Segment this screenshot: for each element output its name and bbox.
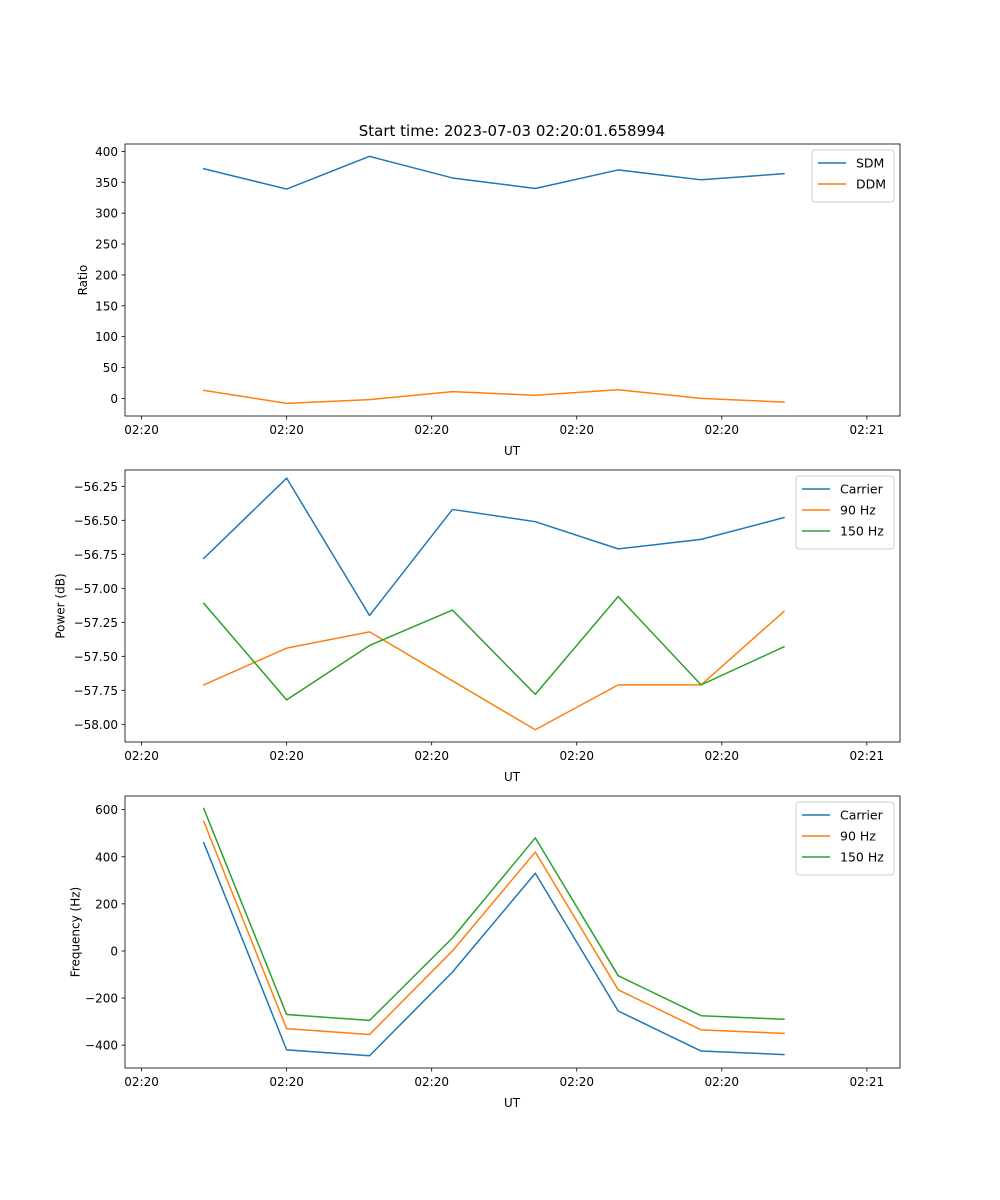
frequency-series-150-hz bbox=[202, 807, 785, 1022]
power-y-tick-label: −57.75 bbox=[74, 684, 118, 698]
ratio-x-tick-label: 02:21 bbox=[850, 423, 885, 437]
frequency-axes-frame bbox=[124, 795, 901, 1069]
power-series-150-hz bbox=[202, 595, 785, 701]
ratio-y-tick-label: 300 bbox=[95, 207, 118, 221]
power-y-tick-label: −56.50 bbox=[74, 514, 118, 528]
ratio-x-tick-label: 02:20 bbox=[414, 423, 449, 437]
power-y-tick-label: −57.00 bbox=[74, 582, 118, 596]
frequency-y-tick-label: −200 bbox=[85, 992, 118, 1006]
frequency-y-tick-label: 400 bbox=[95, 850, 118, 864]
power-legend-label-150-hz: 150 Hz bbox=[840, 524, 884, 539]
power-x-axis-label: UT bbox=[504, 770, 521, 784]
ratio-y-tick-label: 100 bbox=[95, 330, 118, 344]
ratio-panel: 02:20 02:20 02:20 02:20 02:20 02:21 0 50 100 150 2… bbox=[76, 143, 901, 458]
power-y-tick-label: −57.50 bbox=[74, 650, 118, 664]
frequency-legend-label-90-hz: 90 Hz bbox=[840, 829, 876, 844]
frequency-x-tick-label: 02:20 bbox=[559, 1075, 594, 1089]
ratio-series-ddm bbox=[202, 389, 785, 405]
frequency-panel: 02:20 02:20 02:20 02:20 02:20 02:21 −400 −200 0 2… bbox=[69, 795, 901, 1110]
frequency-x-axis-label: UT bbox=[504, 1096, 521, 1110]
ratio-x-tick-label: 02:20 bbox=[559, 423, 594, 437]
power-x-tick-label: 02:20 bbox=[559, 749, 594, 763]
ratio-y-tick-label: 0 bbox=[110, 392, 118, 406]
power-y-axis-label: Power (dB) bbox=[53, 573, 67, 638]
figure-title: Start time: 2023-07-03 02:20:01.658994 bbox=[359, 122, 665, 140]
power-panel: 02:20 02:20 02:20 02:20 02:20 02:21 −58.00 −57.… bbox=[53, 469, 901, 784]
frequency-y-axis-label: Frequency (Hz) bbox=[69, 887, 83, 978]
frequency-x-tick-label: 02:20 bbox=[269, 1075, 304, 1089]
power-y-tick-label: −56.75 bbox=[74, 548, 118, 562]
frequency-legend-label-150-hz: 150 Hz bbox=[840, 850, 884, 865]
power-y-tick-label: −56.25 bbox=[74, 480, 118, 494]
frequency-x-tick-label: 02:20 bbox=[414, 1075, 449, 1089]
frequency-series-carrier bbox=[202, 841, 785, 1057]
ratio-x-tick-label: 02:20 bbox=[704, 423, 739, 437]
ratio-y-tick-label: 50 bbox=[103, 361, 118, 375]
ratio-y-axis-label: Ratio bbox=[76, 265, 90, 296]
ratio-legend: SDM DDM bbox=[811, 149, 895, 203]
power-x-tick-label: 02:20 bbox=[124, 749, 159, 763]
frequency-y-tick-label: 200 bbox=[95, 897, 118, 911]
frequency-y-tick-label: −400 bbox=[85, 1039, 118, 1053]
power-legend-label-90-hz: 90 Hz bbox=[840, 503, 876, 518]
frequency-y-tick-label: 0 bbox=[110, 944, 118, 958]
power-legend-label-carrier: Carrier bbox=[840, 482, 884, 497]
ratio-plot-area bbox=[125, 144, 900, 416]
ratio-legend-label-ddm: DDM bbox=[856, 177, 886, 192]
power-x-tick-label: 02:20 bbox=[269, 749, 304, 763]
frequency-x-tick-label: 02:20 bbox=[704, 1075, 739, 1089]
ratio-y-tick-label: 150 bbox=[95, 299, 118, 313]
ratio-x-axis-label: UT bbox=[504, 444, 521, 458]
ratio-series-sdm bbox=[202, 155, 785, 190]
frequency-y-tick-label: 600 bbox=[95, 803, 118, 817]
ratio-y-tick-label: 350 bbox=[95, 176, 118, 190]
frequency-series-90-hz bbox=[202, 820, 785, 1036]
frequency-x-tick-label: 02:21 bbox=[850, 1075, 885, 1089]
power-x-tick-label: 02:20 bbox=[704, 749, 739, 763]
ratio-y-tick-label: 400 bbox=[95, 145, 118, 159]
frequency-legend-label-carrier: Carrier bbox=[840, 808, 884, 823]
power-x-tick-label: 02:21 bbox=[850, 749, 885, 763]
power-series-90-hz bbox=[202, 610, 786, 731]
power-plot-area bbox=[125, 470, 900, 742]
power-legend: Carrier 90 Hz 150 Hz bbox=[795, 475, 895, 550]
frequency-legend: Carrier 90 Hz 150 Hz bbox=[795, 801, 895, 876]
ratio-axes-frame bbox=[124, 143, 901, 417]
ratio-legend-label-sdm: SDM bbox=[856, 156, 884, 171]
ratio-y-tick-label: 200 bbox=[95, 268, 118, 282]
power-y-tick-label: −58.00 bbox=[74, 718, 118, 732]
frequency-x-tick-label: 02:20 bbox=[124, 1075, 159, 1089]
power-y-tick-label: −57.25 bbox=[74, 616, 118, 630]
ratio-x-tick-label: 02:20 bbox=[124, 423, 159, 437]
ratio-x-tick-label: 02:20 bbox=[269, 423, 304, 437]
power-series-carrier bbox=[202, 477, 785, 617]
power-x-tick-label: 02:20 bbox=[414, 749, 449, 763]
frequency-plot-area bbox=[125, 796, 900, 1068]
ratio-y-tick-label: 250 bbox=[95, 238, 118, 252]
power-axes-frame bbox=[124, 469, 901, 743]
